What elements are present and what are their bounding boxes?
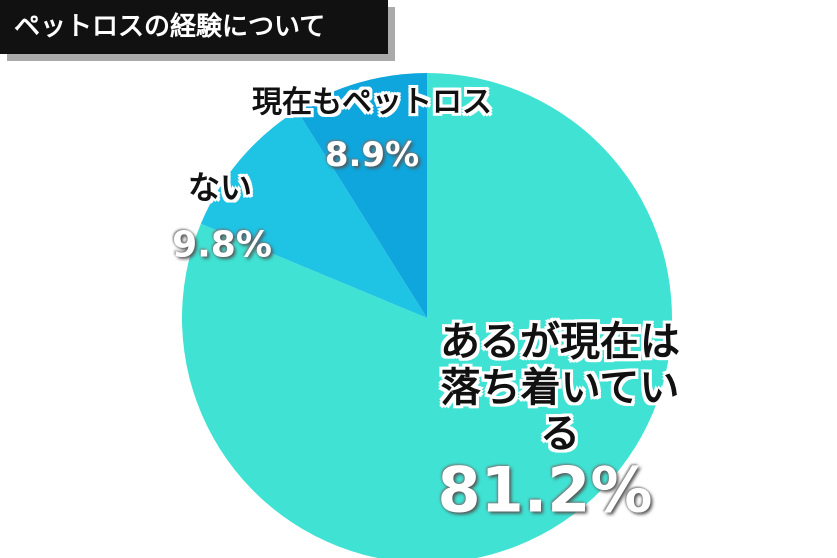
- slice-label: 現在もペットロス: [252, 84, 492, 120]
- slice-label: あるが現在は 落ち着いている: [440, 319, 680, 457]
- value-label: 8.9%: [324, 135, 420, 175]
- slice-label: ない: [187, 168, 253, 207]
- pie-slice: [296, 73, 427, 318]
- pie-slice: [200, 110, 427, 318]
- value-label: 81.2%: [437, 453, 653, 527]
- pie-slice: [182, 73, 672, 558]
- chart-title: ペットロスの経験について: [0, 0, 388, 54]
- value-label: 9.8%: [172, 224, 272, 266]
